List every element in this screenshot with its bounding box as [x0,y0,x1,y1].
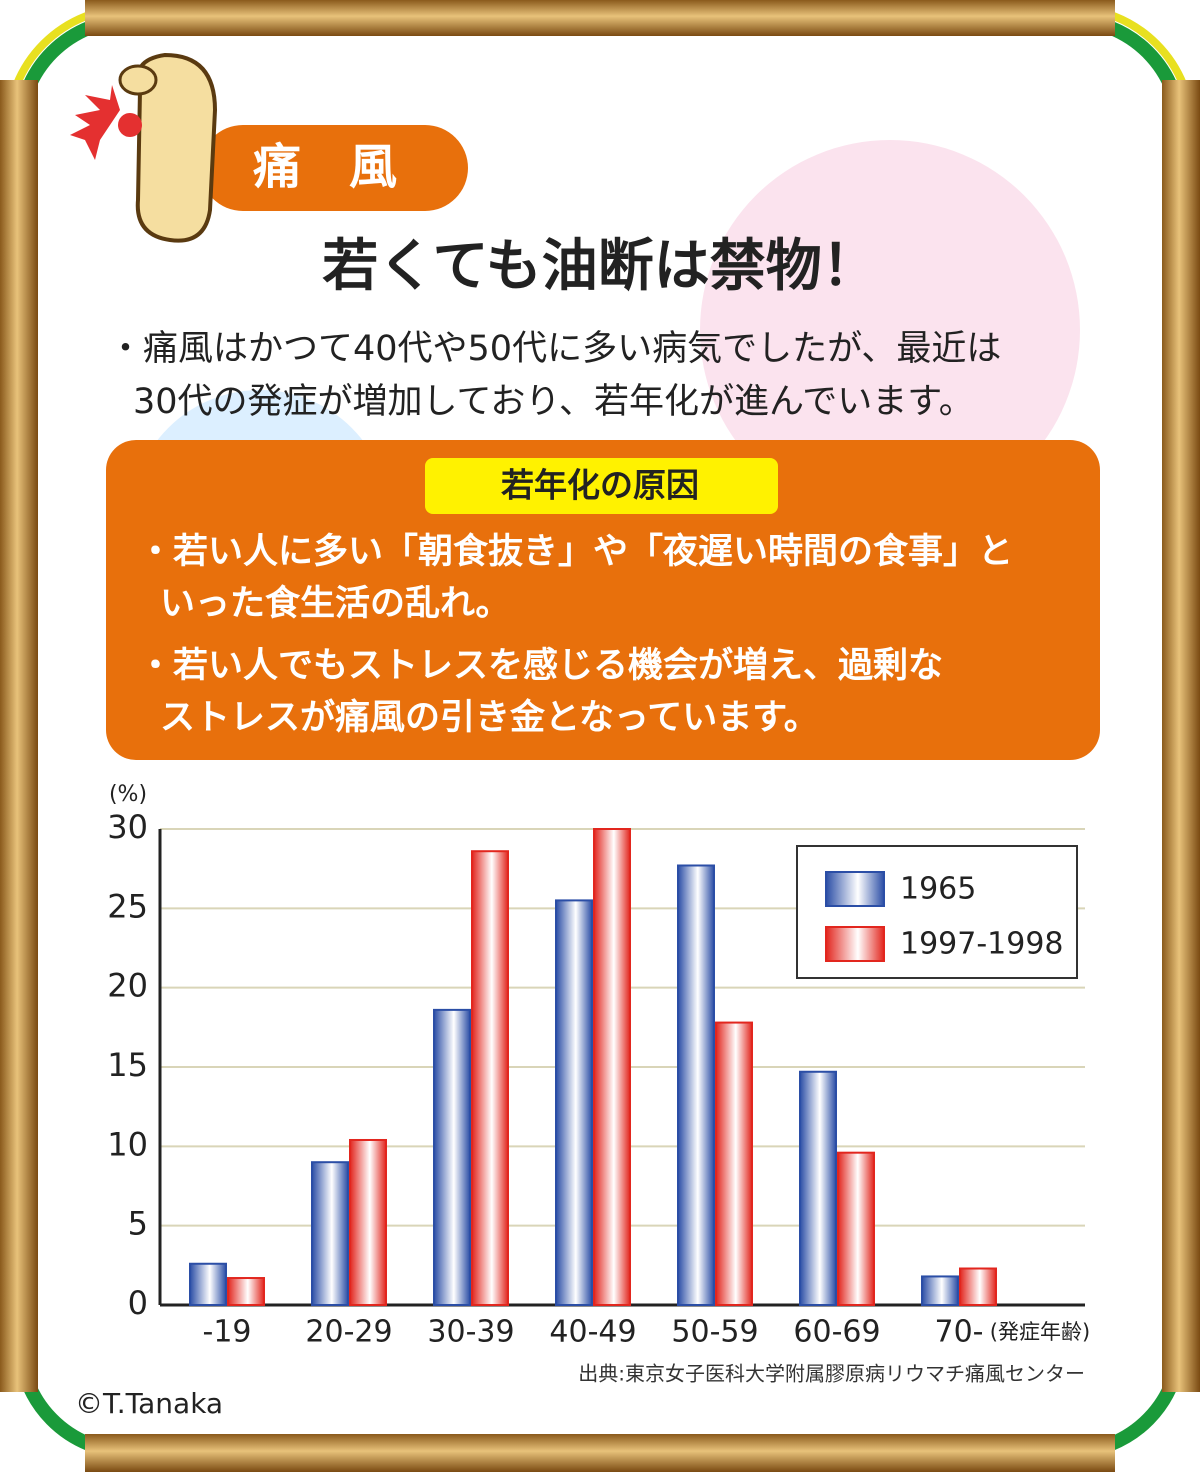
x-tick-label: -19 [203,1315,252,1350]
y-tick-label: 20 [107,967,148,1005]
bar [837,1151,875,1307]
y-tick-label: 5 [128,1205,148,1243]
bar [311,1161,349,1306]
y-tick-label: 0 [128,1284,148,1322]
x-tick-label: 40-49 [549,1315,636,1350]
deco-circle [700,140,1080,520]
cause-line: ・若い人に多い「朝食抜き」や「夜遅い時間の食事」と [138,531,1013,572]
x-tick-label: 30-39 [427,1315,514,1350]
credit: ©T.Tanaka [75,1387,223,1420]
tag: 痛 風 [253,139,397,195]
y-tick-label: 30 [107,808,148,846]
frame-top [85,0,1115,36]
bar [715,1021,753,1306]
causes-title: 若年化の原因 [501,466,699,505]
bar [433,1008,471,1306]
bar [227,1277,265,1306]
frame-right [1162,80,1200,1392]
headline: 若くても油断は禁物！ [322,234,878,299]
cause-line: いった食生活の乱れ。 [160,583,510,624]
legend-label: 1997-1998 [900,927,1064,962]
legend-swatch [825,871,885,907]
bar [471,850,509,1306]
frame-bottom [85,1434,1115,1472]
causes-label-box [425,458,778,514]
legend-swatch [825,926,885,962]
x-tick-label: 50-59 [671,1315,758,1350]
bar [555,899,593,1307]
x-axis-label: (発症年齢) [990,1320,1090,1344]
bar [593,828,631,1306]
chart: 0 5 10 15 20 25 30 -19 20-29 30-39 40-49 50-59 60-69… [107,808,1085,1350]
y-tick-label: 25 [107,887,148,925]
intro-line: 30代の発症が増加しており、若年化が進んでいます。 [133,382,974,422]
y-tick-label: 15 [107,1046,148,1084]
x-tick-label: 20-29 [305,1315,392,1350]
y-tick-label: 10 [107,1125,148,1163]
legend-label: 1965 [900,872,976,907]
x-tick-label: 60-69 [793,1315,880,1350]
bar [349,1138,387,1307]
foot-icon [70,52,218,243]
bar [677,864,715,1306]
frame-left [0,80,38,1392]
tag-pill [200,125,468,211]
bar [189,1262,227,1307]
source: 出典:東京女子医科大学附属膠原病リウマチ痛風センター [578,1362,1085,1386]
causes-box [106,440,1100,760]
bar [799,1070,837,1307]
x-tick-label: 70- [935,1315,984,1350]
intro-line: ・痛風はかつて40代や50代に多い病気でしたが、最近は [108,329,1001,369]
bar [921,1275,959,1306]
legend-box [796,845,1078,979]
cause-line: ストレスが痛風の引き金となっています。 [160,697,819,738]
cause-line: ・若い人でもストレスを感じる機会が増え、過剰な [138,646,943,686]
y-axis-label: (%) [109,782,147,807]
bar [959,1267,997,1307]
